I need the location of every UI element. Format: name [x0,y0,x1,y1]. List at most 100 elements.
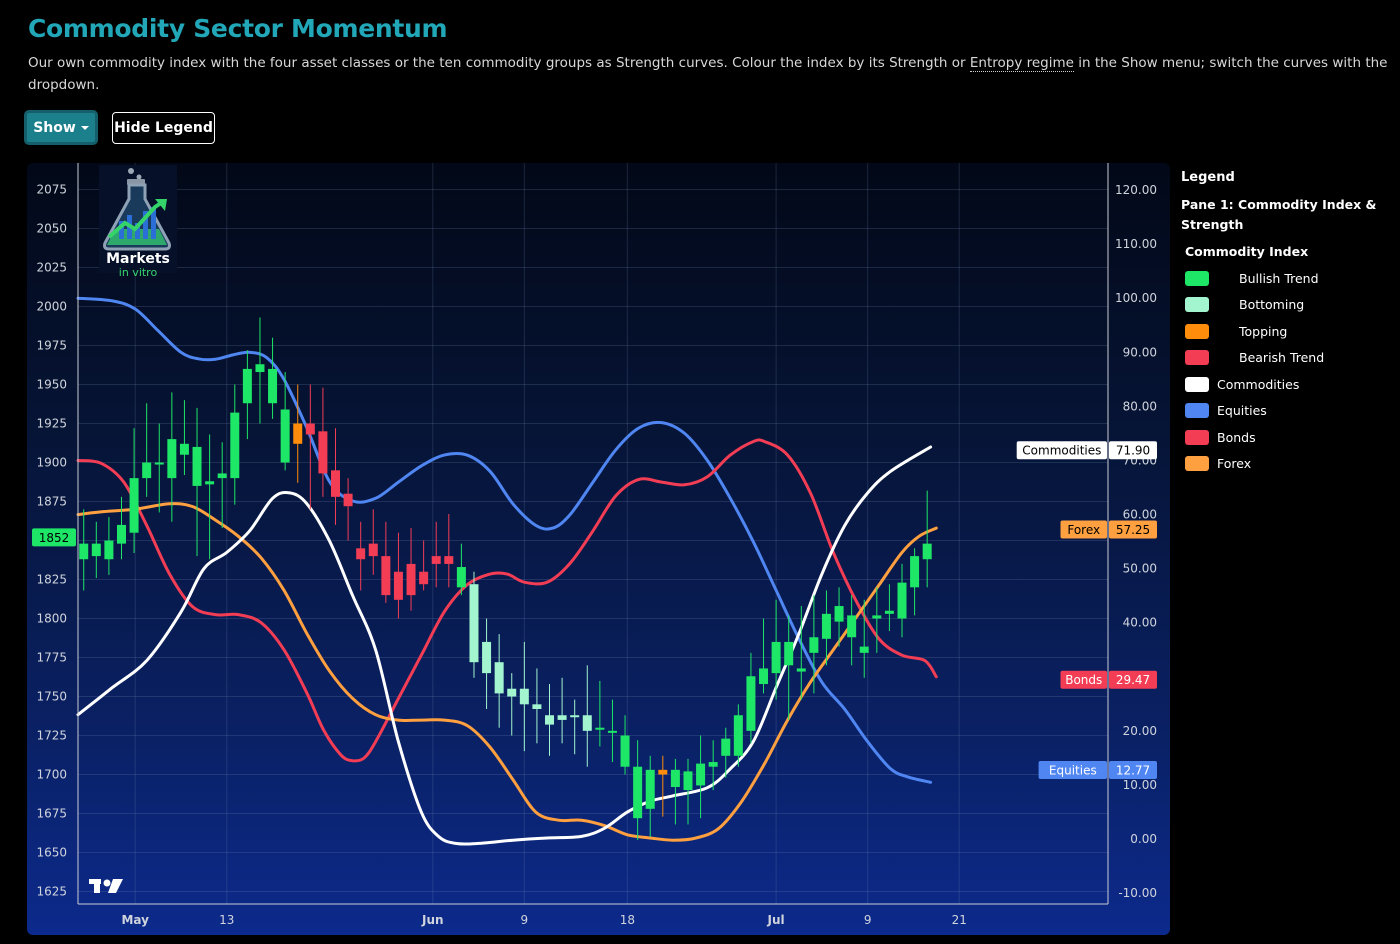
right-axis-tick-label: -10.00 [1118,886,1157,900]
candle-body [834,606,844,622]
candle [922,490,932,588]
left-axis-tick-label: 1750 [36,690,67,704]
series-name-tag-text: Commodities [1022,444,1101,458]
chart-legend: Legend Pane 1: Commodity Index & Strengt… [1181,170,1386,477]
candle-body [532,704,542,709]
logo-arrow-icon [107,201,163,239]
candle-body [759,668,769,685]
candle-body [305,423,315,435]
candle-body [658,769,668,775]
candle-body [821,613,831,639]
candle-body [733,715,743,756]
candle [129,428,139,553]
series-name-tag [1016,441,1107,460]
price-chart[interactable]: 1625165016751700172517501775180018251850… [27,163,1170,935]
series-value-label: Equities 12.77 [1038,761,1157,780]
legend-item-bottoming[interactable]: Bottoming [1185,292,1386,319]
strength-curves [76,296,938,846]
candle [582,665,592,767]
candle-body [872,615,882,619]
candle [305,384,315,510]
left-axis-tick-label: 1675 [36,807,67,821]
candle-body [884,610,894,614]
right-axis-tick-label: 50.00 [1123,562,1157,576]
candle-body [494,662,504,694]
candle-body [557,715,567,720]
left-axis-tick-label: 1625 [36,885,67,899]
legend-item-bearish-trend[interactable]: Bearish Trend [1185,345,1386,372]
candle [645,755,655,837]
candle [268,337,278,419]
right-axis-tick-label: 100.00 [1115,291,1157,305]
candle [343,478,353,541]
candle [293,384,303,483]
candle-body [406,563,416,596]
candle [872,587,882,653]
description-text-start: Our own commodity index with the four as… [28,55,970,71]
show-menu-button[interactable]: Show [24,110,98,145]
left-axis-tick-label: 1925 [36,417,67,431]
left-axis-tick-label: 1775 [36,651,67,665]
candle [884,584,894,631]
tradingview-logo-icon[interactable] [89,879,123,893]
series-value-tag-text: 57.25 [1116,523,1150,537]
candle [910,548,920,616]
candle [859,599,869,678]
candle [771,599,781,700]
caret-down-icon [80,125,89,130]
legend-title: Legend [1181,170,1235,185]
candle-body [809,637,819,653]
candle-body [356,548,366,560]
left-axis-tick-label: 2050 [36,222,67,236]
candle-body [645,769,655,809]
entropy-regime-link[interactable]: Entropy regime [969,55,1074,72]
left-axis-tick-label: 1975 [36,339,67,353]
series-name-tag [1060,670,1107,689]
chart-panel[interactable]: 1625165016751700172517501775180018251850… [27,163,1170,935]
candle-body [167,439,177,479]
candle [670,758,680,825]
candle-body [456,567,466,588]
candle-body [116,524,126,544]
candle-body [129,478,139,533]
legend-item-bonds[interactable]: Bonds [1185,424,1386,451]
x-axis-tick-label: 13 [219,913,234,927]
legend-item-topping[interactable]: Topping [1185,318,1386,345]
candle [192,407,202,557]
candle-body [670,769,680,787]
legend-swatch [1185,403,1209,419]
left-axis-tick-label: 1650 [36,846,67,860]
hide-legend-button[interactable]: Hide Legend [112,112,215,144]
markets-in-vitro-logo: Markets in vitro [99,165,177,279]
legend-item-bullish-trend[interactable]: Bullish Trend [1185,265,1386,292]
series-name-tag-text: Bonds [1065,673,1102,687]
candle-body [242,368,252,404]
legend-item-equities[interactable]: Equities [1185,398,1386,425]
candle [368,509,378,575]
candle [595,680,605,747]
right-axis-tick-label: 110.00 [1115,237,1157,251]
legend-item-forex[interactable]: Forex [1185,451,1386,478]
candle-body [595,727,605,730]
left-axis-tick-label: 1725 [36,729,67,743]
candle [431,521,441,588]
candle-body [431,556,441,564]
curve-bonds [76,438,938,763]
candle-body [507,688,517,697]
candle-body [192,446,202,486]
candle [469,571,479,678]
candle-body [633,766,643,819]
candle [393,532,403,619]
candle [217,442,227,529]
candle-body [444,556,454,564]
candle-body [708,762,718,767]
candle-body [796,668,806,672]
legend-item-commodities[interactable]: Commodities [1185,371,1386,398]
candle [683,758,693,825]
x-axis-tick-label: 9 [864,913,872,927]
description-text-end: in the Show menu; switch the curves with… [28,55,1388,93]
candle [381,521,391,603]
series-value-tag [1109,670,1157,689]
show-button-label: Show [33,119,76,136]
candle [104,517,114,575]
